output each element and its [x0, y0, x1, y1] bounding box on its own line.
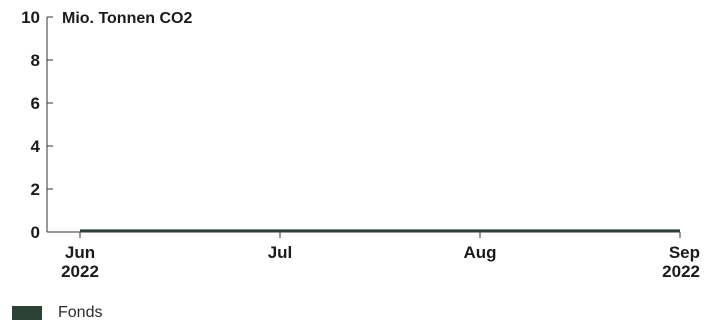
- legend: Fonds: [12, 304, 102, 322]
- x-tick-label: Jun: [65, 243, 95, 262]
- x-tick-label: Sep: [669, 243, 700, 262]
- x-tick-label: Jul: [268, 243, 293, 262]
- y-tick-label: 8: [31, 51, 40, 70]
- y-tick-label: 10: [21, 8, 40, 27]
- x-tick-label: Aug: [463, 243, 496, 262]
- x-tick-label-year: 2022: [61, 262, 99, 281]
- y-tick-label: 4: [31, 137, 41, 156]
- legend-label-fonds: Fonds: [58, 304, 103, 321]
- y-tick-label: 6: [31, 94, 40, 113]
- legend-swatch-fonds: [12, 306, 42, 320]
- y-tick-label: 0: [31, 223, 40, 242]
- y-tick-label: 2: [31, 180, 40, 199]
- y-axis-unit-label: Mio. Tonnen CO2: [62, 10, 192, 27]
- x-tick-label-year: 2022: [662, 262, 700, 281]
